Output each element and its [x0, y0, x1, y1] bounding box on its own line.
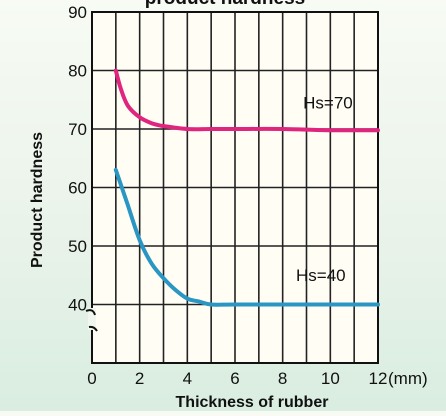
- series-line: [113, 167, 380, 307]
- y-axis-label: Product hardness: [29, 132, 46, 268]
- series-label: Hs=40: [296, 266, 346, 285]
- x-tick-label: 2: [135, 369, 144, 388]
- axis-break-mark: [88, 325, 98, 332]
- y-tick-label: 90: [68, 3, 87, 22]
- series-label: Hs=70: [303, 94, 353, 113]
- x-tick-label: 0: [87, 369, 96, 388]
- x-tick-label: 12: [369, 369, 388, 388]
- x-tick-label: 4: [183, 369, 192, 388]
- x-tick-label: 6: [230, 369, 239, 388]
- plot-area: [85, 11, 379, 364]
- chart-title: product hardness: [145, 0, 305, 9]
- x-tick-label: 10: [321, 369, 340, 388]
- axis-break-mark: [85, 309, 96, 316]
- y-tick-label: 80: [68, 62, 87, 81]
- y-tick-label: 40: [68, 296, 87, 315]
- plot-frame: [91, 11, 379, 364]
- x-axis-label: Thickness of rubber: [176, 394, 329, 411]
- axis-break-gap: [88, 308, 96, 330]
- y-tick-label: 70: [68, 120, 87, 139]
- x-tick-label: 8: [278, 369, 287, 388]
- series-line: [113, 68, 380, 133]
- x-unit-label: (mm): [388, 369, 428, 388]
- y-tick-label: 60: [68, 179, 87, 198]
- y-tick-label: 50: [68, 237, 87, 256]
